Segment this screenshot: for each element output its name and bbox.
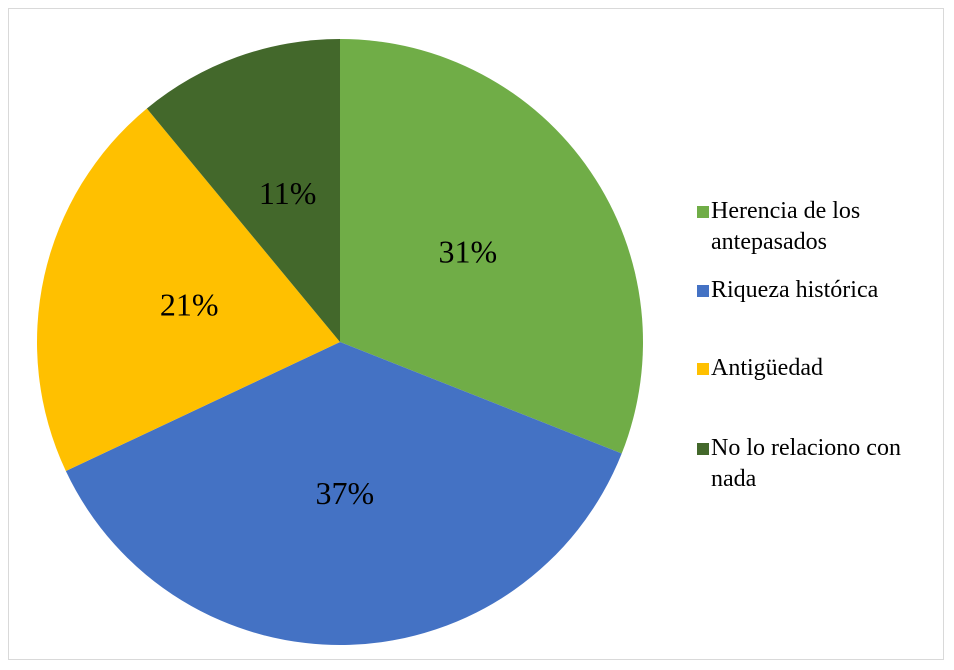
legend-swatch <box>697 206 709 218</box>
legend-swatch <box>697 285 709 297</box>
data-label: 21% <box>160 287 219 323</box>
legend-label: Herencia de los antepasados <box>711 198 861 255</box>
data-label: 11% <box>259 175 316 211</box>
legend-item: Antigüedad <box>697 353 947 384</box>
legend-label: Antigüedad <box>711 355 823 381</box>
legend-item: Riqueza histórica <box>697 275 947 306</box>
legend-swatch <box>697 443 709 455</box>
data-label: 31% <box>438 233 497 269</box>
pie-slice <box>65 342 622 645</box>
data-label: 37% <box>316 475 375 511</box>
legend-label: No lo relaciono con nada <box>711 435 901 492</box>
legend-swatch <box>697 363 709 375</box>
pie-slice <box>340 39 644 454</box>
pie-slice <box>36 108 340 472</box>
legend-item: No lo relaciono con nada <box>697 433 947 495</box>
pie-slice <box>146 39 340 342</box>
legend-label: Riqueza histórica <box>711 277 879 303</box>
legend-item: Herencia de los antepasados <box>697 196 947 258</box>
chart-border <box>8 8 944 660</box>
